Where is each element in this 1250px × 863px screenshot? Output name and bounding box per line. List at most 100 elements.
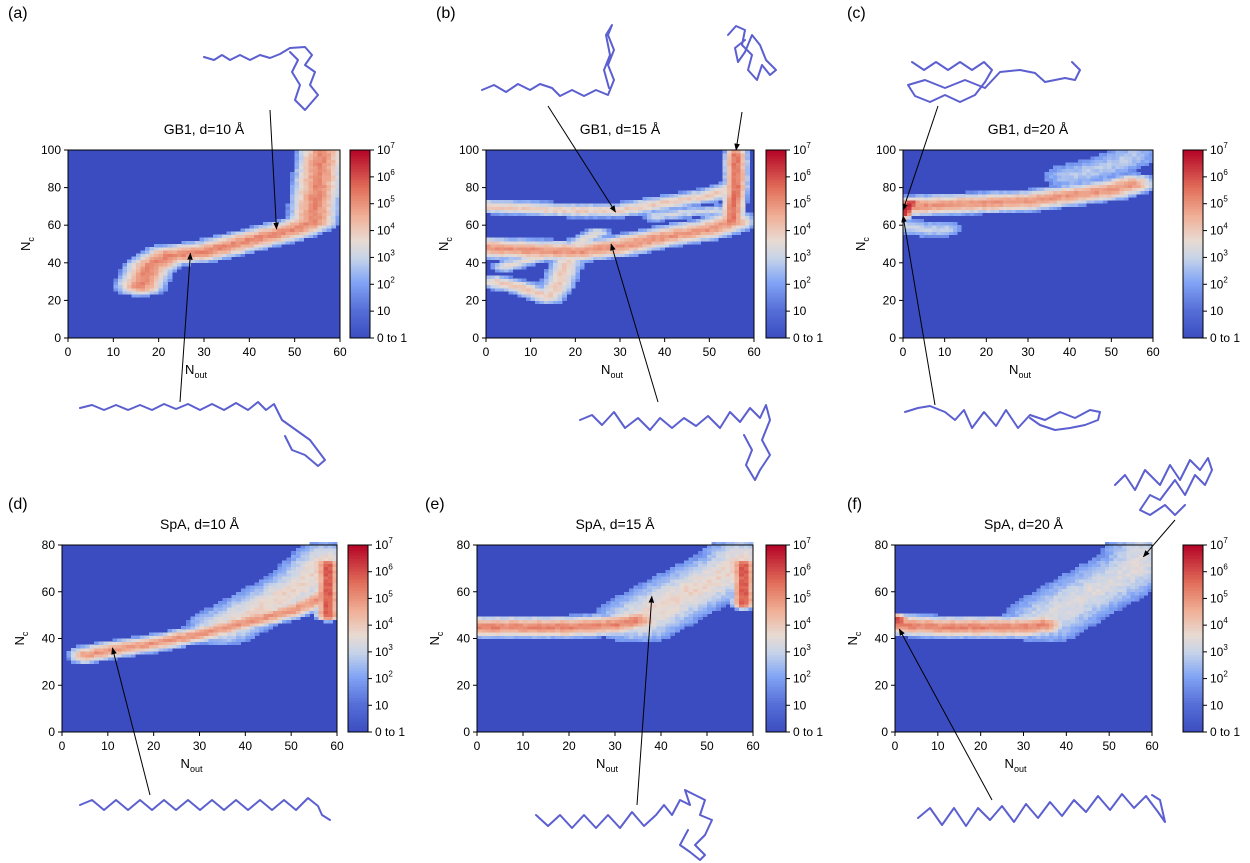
heatmap-cell: [539, 294, 545, 298]
heatmap-cell: [244, 231, 250, 235]
heatmap-cell: [628, 200, 634, 204]
heatmap-cell: [194, 244, 200, 248]
heatmap-cell: [291, 594, 297, 599]
heatmap-cell: [946, 632, 952, 636]
heatmap-cell: [277, 588, 283, 593]
heatmap-cell: [295, 560, 301, 565]
heatmap-cell: [606, 253, 612, 257]
heatmap-cell: [330, 165, 336, 170]
heatmap-cell: [678, 212, 683, 217]
colorbar-label-exponent: 5: [388, 589, 393, 598]
heatmap-cell: [553, 281, 558, 286]
colorbar-swatch: [766, 667, 786, 672]
x-tick-label: 40: [239, 739, 253, 753]
heatmap-cell: [308, 168, 314, 173]
heatmap-cell: [656, 610, 662, 614]
heatmap-cell: [518, 635, 524, 639]
colorbar-label-exponent: 2: [806, 670, 811, 679]
heatmap-cell: [646, 247, 652, 251]
heatmap-cell: [679, 594, 685, 599]
heatmap-cell: [679, 597, 685, 602]
colorbar-label-base: 10: [375, 698, 389, 712]
heatmap-cell: [743, 591, 749, 596]
heatmap-cell: [973, 209, 979, 214]
heatmap-cell: [946, 629, 952, 633]
heatmap-cell: [314, 613, 320, 618]
heatmap-cell: [973, 203, 979, 207]
heatmap-cell: [517, 291, 523, 295]
colorbar-swatch: [348, 550, 368, 554]
heatmap-cell: [702, 551, 708, 555]
heatmap-cell: [548, 200, 554, 204]
heatmap-cell: [263, 579, 269, 583]
heatmap-cell: [504, 616, 510, 621]
heatmap-cell: [605, 626, 611, 630]
heatmap-cell: [948, 228, 954, 232]
heatmap-cell: [490, 632, 496, 636]
heatmap-cell: [932, 231, 937, 235]
heatmap-cell: [713, 212, 719, 217]
heatmap-cell: [253, 240, 259, 245]
heatmap-cell: [656, 632, 662, 636]
heatmap-cell: [642, 613, 648, 618]
heatmap-cell: [730, 560, 735, 565]
heatmap-cell: [740, 203, 746, 207]
heatmap-cell: [740, 222, 746, 226]
heatmap-cell: [633, 638, 639, 643]
heatmap-cell: [181, 638, 187, 643]
heatmap-cell: [194, 240, 200, 245]
colorbar-swatch: [1183, 295, 1203, 299]
colorbar-swatch: [348, 555, 368, 559]
heatmap-cell: [596, 610, 602, 614]
heatmap-cell: [190, 641, 196, 646]
heatmap-cell: [633, 626, 639, 630]
heatmap-cell: [117, 284, 123, 289]
heatmap-cell: [1002, 626, 1007, 630]
heatmap-cell: [290, 190, 296, 195]
heatmap-cell: [259, 607, 265, 611]
heatmap-cell: [1094, 190, 1100, 195]
heatmap-cell: [557, 262, 563, 267]
heatmap-cell: [740, 156, 746, 160]
heatmap-cell: [499, 269, 505, 273]
heatmap-cell: [281, 231, 286, 235]
heatmap-cell: [167, 244, 173, 248]
heatmap-cell: [290, 218, 296, 223]
heatmap-cell: [508, 256, 514, 261]
heatmap-cell: [564, 616, 570, 621]
heatmap-cell: [1032, 200, 1037, 204]
heatmap-cell: [693, 566, 699, 571]
heatmap-cell: [1128, 150, 1133, 154]
heatmap-cell: [503, 200, 509, 204]
heatmap-cell: [684, 585, 689, 590]
heatmap-cell: [940, 212, 946, 217]
colorbar-swatch: [1183, 335, 1203, 339]
y-axis-label: Nc: [853, 237, 871, 251]
heatmap-cell: [946, 635, 952, 639]
heatmap-cell: [172, 269, 178, 273]
heatmap-cell: [669, 234, 674, 239]
heatmap-cell: [1065, 165, 1071, 170]
heatmap-cell: [499, 253, 505, 257]
heatmap-cell: [664, 231, 670, 235]
heatmap-cell: [222, 247, 228, 251]
colorbar-swatch: [350, 238, 370, 242]
heatmap-cell: [1094, 175, 1100, 179]
heatmap-cell: [651, 591, 657, 596]
heatmap-cell: [651, 203, 657, 207]
heatmap-cell: [299, 156, 305, 160]
heatmap-cell: [231, 626, 237, 630]
heatmap-cell: [923, 203, 929, 207]
heatmap-cell: [628, 632, 634, 636]
heatmap-cell: [312, 153, 318, 157]
heatmap-cell: [739, 588, 745, 593]
x-tick-label: 50: [1105, 345, 1119, 359]
heatmap-cell: [253, 231, 259, 235]
heatmap-cell: [1053, 190, 1058, 195]
heatmap-cell: [687, 225, 692, 229]
heatmap-cell: [557, 212, 563, 217]
heatmap-cell: [299, 162, 305, 167]
heatmap-cell: [282, 601, 287, 605]
heatmap-cell: [490, 212, 496, 217]
heatmap-cell: [1148, 150, 1154, 154]
